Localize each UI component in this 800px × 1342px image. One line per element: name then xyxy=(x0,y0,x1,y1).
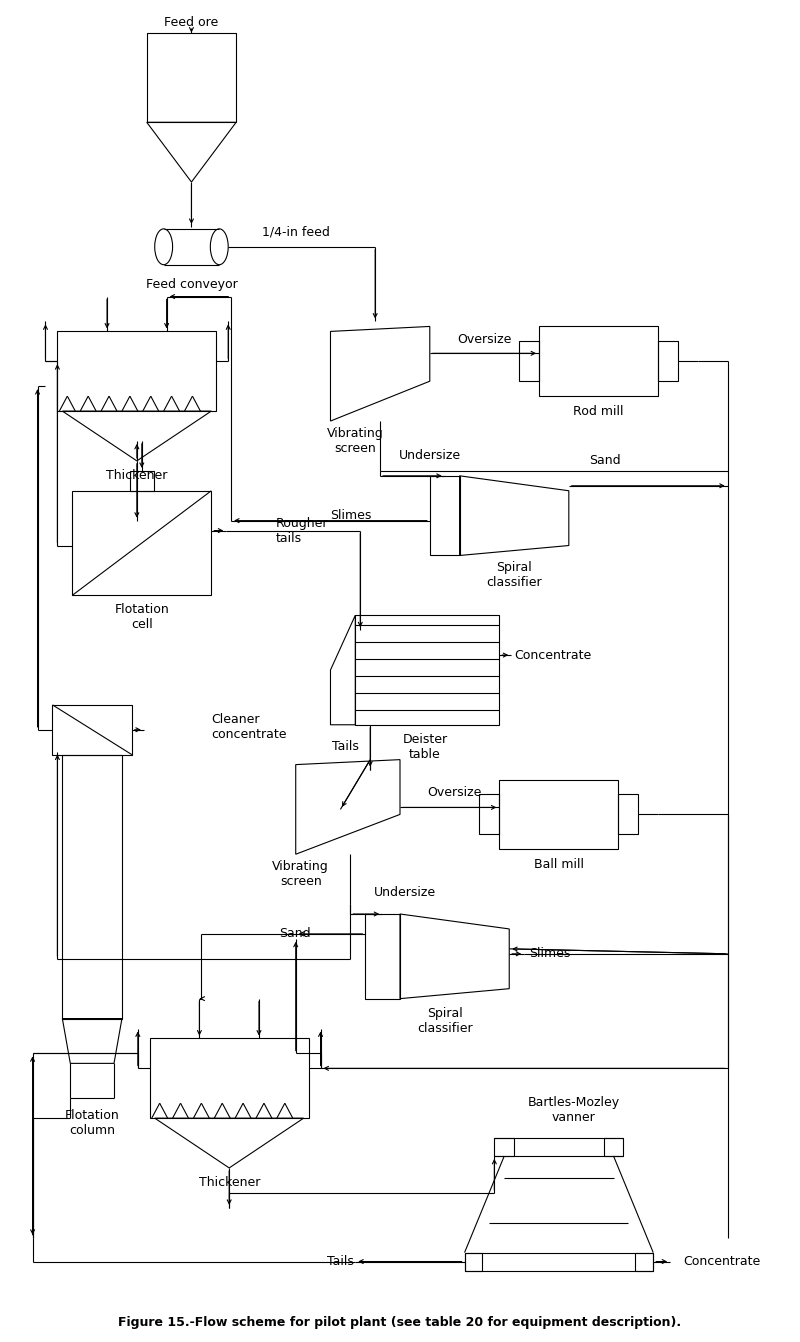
Text: Sand: Sand xyxy=(589,455,620,467)
Bar xyxy=(430,476,459,556)
Text: 1/4-in feed: 1/4-in feed xyxy=(262,225,330,239)
Bar xyxy=(53,705,132,754)
Bar xyxy=(465,1252,482,1271)
Bar xyxy=(499,780,618,849)
Text: Undersize: Undersize xyxy=(398,450,461,463)
Bar xyxy=(72,491,211,596)
Text: Slimes: Slimes xyxy=(330,509,371,522)
Bar xyxy=(519,341,539,381)
Text: Oversize: Oversize xyxy=(427,786,482,798)
Text: Cleaner
concentrate: Cleaner concentrate xyxy=(211,713,287,741)
Bar xyxy=(355,615,499,725)
Text: Spiral
classifier: Spiral classifier xyxy=(486,561,542,589)
Text: Vibrating
screen: Vibrating screen xyxy=(327,427,384,455)
Text: Tails: Tails xyxy=(327,1255,354,1268)
Text: Concentrate: Concentrate xyxy=(514,648,591,662)
Text: Sand: Sand xyxy=(279,927,310,941)
Bar xyxy=(366,914,400,998)
Text: Rod mill: Rod mill xyxy=(574,404,624,417)
Bar xyxy=(130,471,154,491)
Text: Oversize: Oversize xyxy=(458,333,511,346)
Text: Undersize: Undersize xyxy=(374,886,436,899)
Bar xyxy=(658,341,678,381)
Bar xyxy=(635,1252,654,1271)
Text: Deister
table: Deister table xyxy=(402,733,447,761)
Bar xyxy=(150,1039,309,1118)
Bar xyxy=(539,326,658,396)
Text: Concentrate: Concentrate xyxy=(683,1255,760,1268)
Bar xyxy=(62,754,122,1019)
Bar xyxy=(146,32,236,122)
Text: Slimes: Slimes xyxy=(529,947,570,961)
Text: Feed conveyor: Feed conveyor xyxy=(146,278,238,291)
Text: Thickener: Thickener xyxy=(198,1177,260,1189)
Text: Flotation
column: Flotation column xyxy=(65,1108,119,1137)
Text: Thickener: Thickener xyxy=(106,470,167,482)
Text: Ball mill: Ball mill xyxy=(534,858,584,871)
Text: Flotation
cell: Flotation cell xyxy=(114,603,169,631)
Text: Tails: Tails xyxy=(332,741,359,753)
Bar xyxy=(58,331,216,411)
Text: Spiral
classifier: Spiral classifier xyxy=(417,1006,473,1035)
Bar xyxy=(494,1138,514,1155)
Bar xyxy=(618,794,638,835)
Text: Feed ore: Feed ore xyxy=(164,16,218,30)
Text: Vibrating
screen: Vibrating screen xyxy=(272,860,329,888)
Bar xyxy=(479,794,499,835)
Bar xyxy=(603,1138,623,1155)
Text: Figure 15.-Flow scheme for pilot plant (see table 20 for equipment description).: Figure 15.-Flow scheme for pilot plant (… xyxy=(118,1315,682,1329)
Text: Bartles-Mozley
vanner: Bartles-Mozley vanner xyxy=(528,1096,620,1125)
Text: Rougher
tails: Rougher tails xyxy=(276,517,328,545)
